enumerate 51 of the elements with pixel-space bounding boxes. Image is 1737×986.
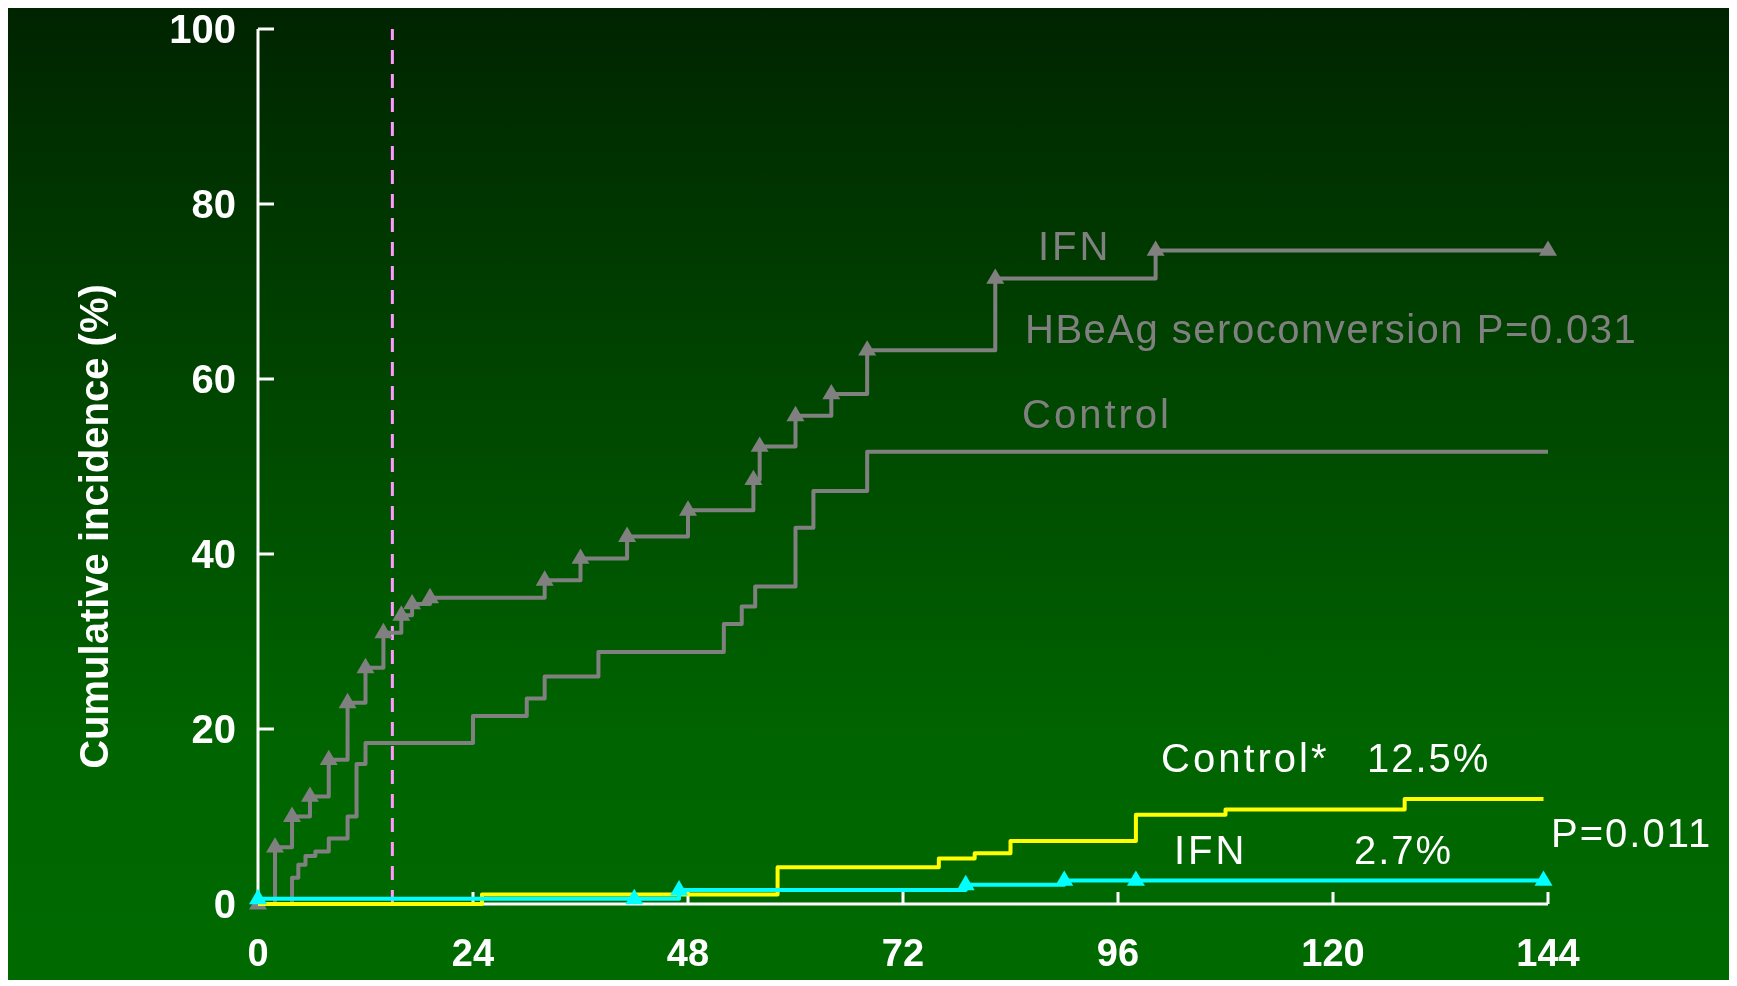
point <box>1534 870 1553 886</box>
point <box>249 888 267 905</box>
y-tick-label: 20 <box>191 707 236 751</box>
y-axis-title: Cumulative incidence (%) <box>72 284 116 769</box>
point <box>1055 870 1074 886</box>
point <box>956 874 975 891</box>
point <box>356 657 375 674</box>
x-tick-label: 120 <box>1301 932 1365 974</box>
point <box>1126 870 1145 886</box>
annotation: 2.7% <box>1354 828 1454 872</box>
point <box>421 587 439 604</box>
annotation: 12.5% <box>1367 736 1491 780</box>
y-tick-label: 0 <box>213 882 236 926</box>
point <box>750 436 769 452</box>
point <box>392 605 411 621</box>
series-label: IFN <box>1174 828 1248 872</box>
x-tick-label: 96 <box>1096 932 1140 974</box>
point <box>786 405 805 422</box>
y-tick-label: 60 <box>191 357 236 401</box>
point <box>858 340 877 356</box>
point <box>266 837 285 853</box>
x-tick-label: 144 <box>1516 932 1580 974</box>
point <box>374 622 393 639</box>
point <box>679 500 697 516</box>
series-label: Control* <box>1161 736 1330 780</box>
point <box>283 806 302 822</box>
point <box>300 786 319 802</box>
point <box>1539 240 1557 256</box>
series-label: Control <box>1022 392 1172 436</box>
point <box>822 383 841 400</box>
point <box>618 526 637 542</box>
point <box>670 880 689 896</box>
y-tick-label: 40 <box>191 532 236 576</box>
point <box>535 570 554 586</box>
point <box>338 692 357 709</box>
x-tick-label: 72 <box>881 932 925 974</box>
point <box>319 749 338 766</box>
annotation: HBeAg seroconversion P=0.031 <box>1025 307 1638 351</box>
x-tick-label: 0 <box>247 932 269 974</box>
x-tick-label: 48 <box>666 932 710 974</box>
point <box>1146 240 1165 256</box>
x-tick-label: 24 <box>451 932 495 974</box>
point <box>571 548 590 564</box>
point <box>744 469 763 486</box>
y-tick-label: 100 <box>169 7 236 51</box>
series-label: IFN <box>1038 224 1112 268</box>
point <box>986 268 1005 284</box>
point <box>625 888 644 905</box>
text: P=0.011 <box>1551 811 1713 855</box>
point <box>403 593 422 610</box>
y-tick-label: 80 <box>191 182 236 226</box>
